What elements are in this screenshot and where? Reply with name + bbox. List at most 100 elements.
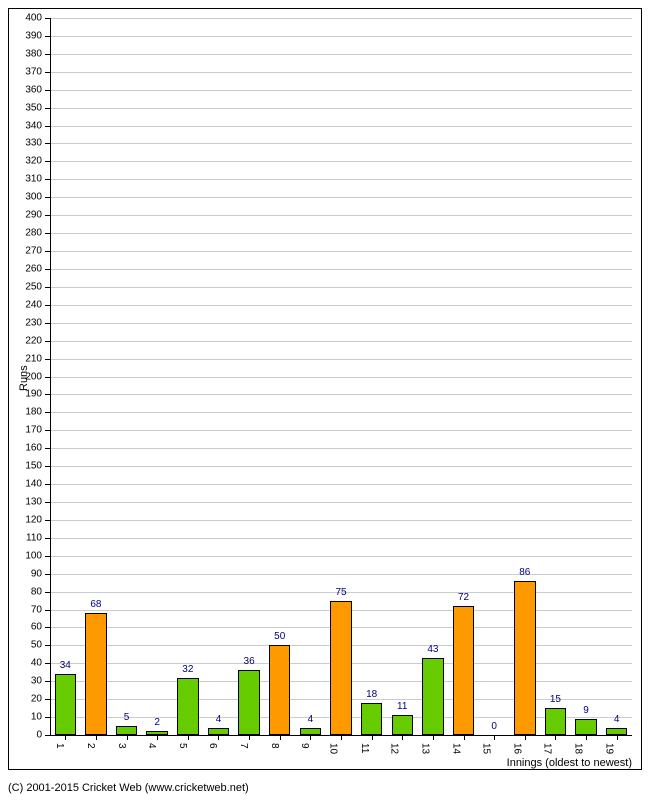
y-tick-label: 140 xyxy=(0,479,42,490)
y-tick-label: 190 xyxy=(0,389,42,400)
x-tick-label: 14 xyxy=(450,743,461,754)
gridline xyxy=(50,448,632,449)
y-tick-label: 310 xyxy=(0,174,42,185)
bar-value-label: 75 xyxy=(335,587,346,598)
x-tick-mark xyxy=(157,735,158,740)
x-tick-mark xyxy=(249,735,250,740)
y-tick-label: 260 xyxy=(0,263,42,274)
x-tick-label: 16 xyxy=(511,743,522,754)
gridline xyxy=(50,108,632,109)
y-tick-label: 150 xyxy=(0,461,42,472)
gridline xyxy=(50,126,632,127)
x-tick-mark xyxy=(341,735,342,740)
y-tick-label: 390 xyxy=(0,30,42,41)
y-tick-label: 180 xyxy=(0,407,42,418)
bar-value-label: 32 xyxy=(182,664,193,675)
gridline xyxy=(50,323,632,324)
bar xyxy=(330,601,351,735)
bar-value-label: 9 xyxy=(583,705,589,716)
bar xyxy=(116,726,137,735)
y-tick-label: 270 xyxy=(0,246,42,257)
gridline xyxy=(50,305,632,306)
gridline xyxy=(50,466,632,467)
y-tick-label: 340 xyxy=(0,120,42,131)
bar-value-label: 2 xyxy=(154,717,160,728)
x-tick-mark xyxy=(127,735,128,740)
gridline xyxy=(50,574,632,575)
y-tick-label: 330 xyxy=(0,138,42,149)
x-tick-mark xyxy=(617,735,618,740)
bar-value-label: 50 xyxy=(274,631,285,642)
y-tick-label: 220 xyxy=(0,335,42,346)
chart-container: Runs Innings (oldest to newest) (C) 2001… xyxy=(0,0,650,800)
x-tick-label: 6 xyxy=(208,743,219,749)
y-tick-label: 240 xyxy=(0,299,42,310)
gridline xyxy=(50,377,632,378)
x-tick-label: 9 xyxy=(300,743,311,749)
y-tick-label: 280 xyxy=(0,228,42,239)
bar-value-label: 43 xyxy=(427,644,438,655)
bar-value-label: 4 xyxy=(308,714,314,725)
x-tick-label: 1 xyxy=(55,743,66,749)
x-tick-mark xyxy=(402,735,403,740)
x-tick-label: 3 xyxy=(116,743,127,749)
y-tick-label: 10 xyxy=(0,712,42,723)
bar xyxy=(361,703,382,735)
gridline xyxy=(50,556,632,557)
x-tick-mark xyxy=(188,735,189,740)
x-tick-label: 12 xyxy=(389,743,400,754)
bar xyxy=(392,715,413,735)
gridline xyxy=(50,161,632,162)
bar xyxy=(177,678,198,735)
y-tick-label: 160 xyxy=(0,443,42,454)
y-tick-label: 380 xyxy=(0,48,42,59)
bar-value-label: 86 xyxy=(519,567,530,578)
bar xyxy=(422,658,443,735)
y-tick-label: 250 xyxy=(0,281,42,292)
x-tick-label: 10 xyxy=(327,743,338,754)
gridline xyxy=(50,197,632,198)
bar-value-label: 0 xyxy=(491,721,497,732)
bar-value-label: 4 xyxy=(216,714,222,725)
y-tick-label: 0 xyxy=(0,730,42,741)
gridline xyxy=(50,215,632,216)
bar xyxy=(300,728,321,735)
gridline xyxy=(50,90,632,91)
y-tick-label: 400 xyxy=(0,13,42,24)
y-tick-label: 60 xyxy=(0,622,42,633)
gridline xyxy=(50,269,632,270)
y-tick-label: 90 xyxy=(0,568,42,579)
x-tick-mark xyxy=(586,735,587,740)
x-axis-title: Innings (oldest to newest) xyxy=(507,757,632,769)
y-tick-label: 70 xyxy=(0,604,42,615)
x-tick-label: 8 xyxy=(269,743,280,749)
y-tick-label: 130 xyxy=(0,496,42,507)
x-tick-mark xyxy=(218,735,219,740)
gridline xyxy=(50,233,632,234)
bar xyxy=(208,728,229,735)
x-tick-mark xyxy=(372,735,373,740)
x-tick-label: 15 xyxy=(481,743,492,754)
y-tick-label: 320 xyxy=(0,156,42,167)
gridline xyxy=(50,430,632,431)
y-tick-label: 290 xyxy=(0,210,42,221)
y-tick-label: 100 xyxy=(0,550,42,561)
bar xyxy=(269,645,290,735)
gridline xyxy=(50,251,632,252)
y-tick-label: 30 xyxy=(0,676,42,687)
gridline xyxy=(50,143,632,144)
y-tick-label: 20 xyxy=(0,694,42,705)
bar xyxy=(606,728,627,735)
y-tick-label: 370 xyxy=(0,66,42,77)
gridline xyxy=(50,520,632,521)
x-tick-mark xyxy=(555,735,556,740)
x-tick-mark xyxy=(65,735,66,740)
x-tick-label: 7 xyxy=(238,743,249,749)
bar xyxy=(514,581,535,735)
bar-value-label: 36 xyxy=(244,656,255,667)
x-tick-label: 18 xyxy=(572,743,583,754)
x-tick-label: 19 xyxy=(603,743,614,754)
gridline xyxy=(50,36,632,37)
gridline xyxy=(50,394,632,395)
y-tick-label: 210 xyxy=(0,353,42,364)
